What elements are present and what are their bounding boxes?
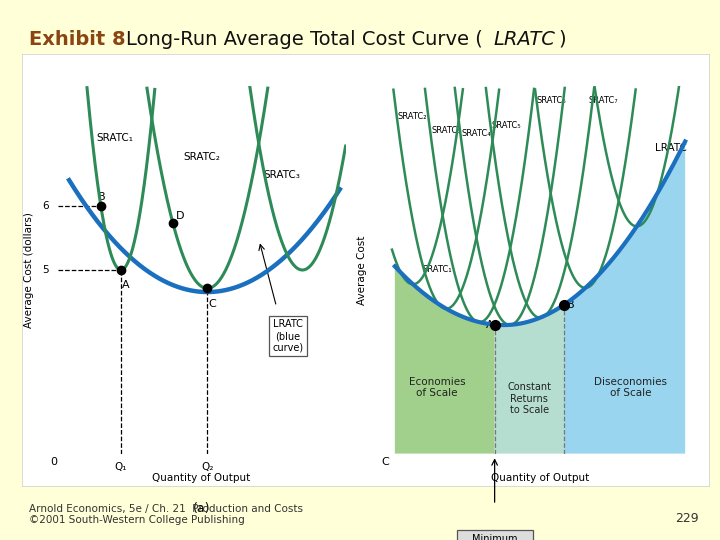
Text: D: D — [176, 211, 184, 221]
Text: Quantity of Output: Quantity of Output — [491, 473, 589, 483]
Text: SRATC₃: SRATC₃ — [264, 170, 301, 180]
Text: Minimum
efficient scale: Minimum efficient scale — [461, 535, 528, 540]
Text: C: C — [209, 299, 217, 309]
Polygon shape — [495, 305, 564, 454]
Text: 229: 229 — [675, 512, 698, 525]
Text: SRATC₁: SRATC₁ — [96, 133, 134, 144]
Text: SRATC₃: SRATC₃ — [431, 126, 461, 135]
Text: 6: 6 — [42, 201, 49, 211]
Text: Quantity of Output: Quantity of Output — [153, 473, 251, 483]
Polygon shape — [395, 266, 495, 454]
Text: LRATC: LRATC — [493, 30, 555, 49]
Text: LRATC: LRATC — [654, 143, 687, 152]
Text: Average Cost: Average Cost — [356, 235, 366, 305]
Text: SRATC₂: SRATC₂ — [398, 112, 428, 122]
Text: (a): (a) — [193, 502, 210, 515]
Text: SRATC₂: SRATC₂ — [183, 152, 220, 162]
Text: Q₂: Q₂ — [201, 462, 214, 472]
Text: B: B — [567, 300, 575, 310]
Text: 5: 5 — [42, 265, 49, 275]
Text: B: B — [98, 192, 106, 202]
Text: Long-Run Average Total Cost Curve (: Long-Run Average Total Cost Curve ( — [126, 30, 482, 49]
Text: Q₁: Q₁ — [114, 462, 127, 472]
Text: C: C — [382, 457, 389, 467]
Text: Exhibit 8: Exhibit 8 — [29, 30, 125, 49]
Text: SRATC₅: SRATC₅ — [492, 122, 521, 131]
Text: Arnold Economics, 5e / Ch. 21  Production and Costs: Arnold Economics, 5e / Ch. 21 Production… — [29, 504, 303, 514]
Text: Diseconomies
of Scale: Diseconomies of Scale — [594, 377, 667, 399]
Text: A: A — [122, 280, 130, 291]
Text: Economies
of Scale: Economies of Scale — [409, 377, 466, 399]
Text: SRATC₇: SRATC₇ — [588, 96, 618, 105]
Text: ©2001 South-Western College Publishing: ©2001 South-Western College Publishing — [29, 515, 245, 525]
Text: Constant
Returns
to Scale: Constant Returns to Scale — [508, 382, 552, 415]
Text: LRATC
(blue
curve): LRATC (blue curve) — [272, 320, 304, 353]
Text: SRATC₁: SRATC₁ — [422, 265, 451, 274]
Text: Average Cost (dollars): Average Cost (dollars) — [24, 212, 34, 328]
Text: 0: 0 — [50, 457, 58, 467]
Text: SRATC₄: SRATC₄ — [462, 129, 491, 138]
Text: A: A — [485, 320, 493, 330]
Text: ): ) — [558, 30, 566, 49]
Polygon shape — [564, 141, 685, 454]
Text: SRATC₆: SRATC₆ — [537, 96, 567, 105]
